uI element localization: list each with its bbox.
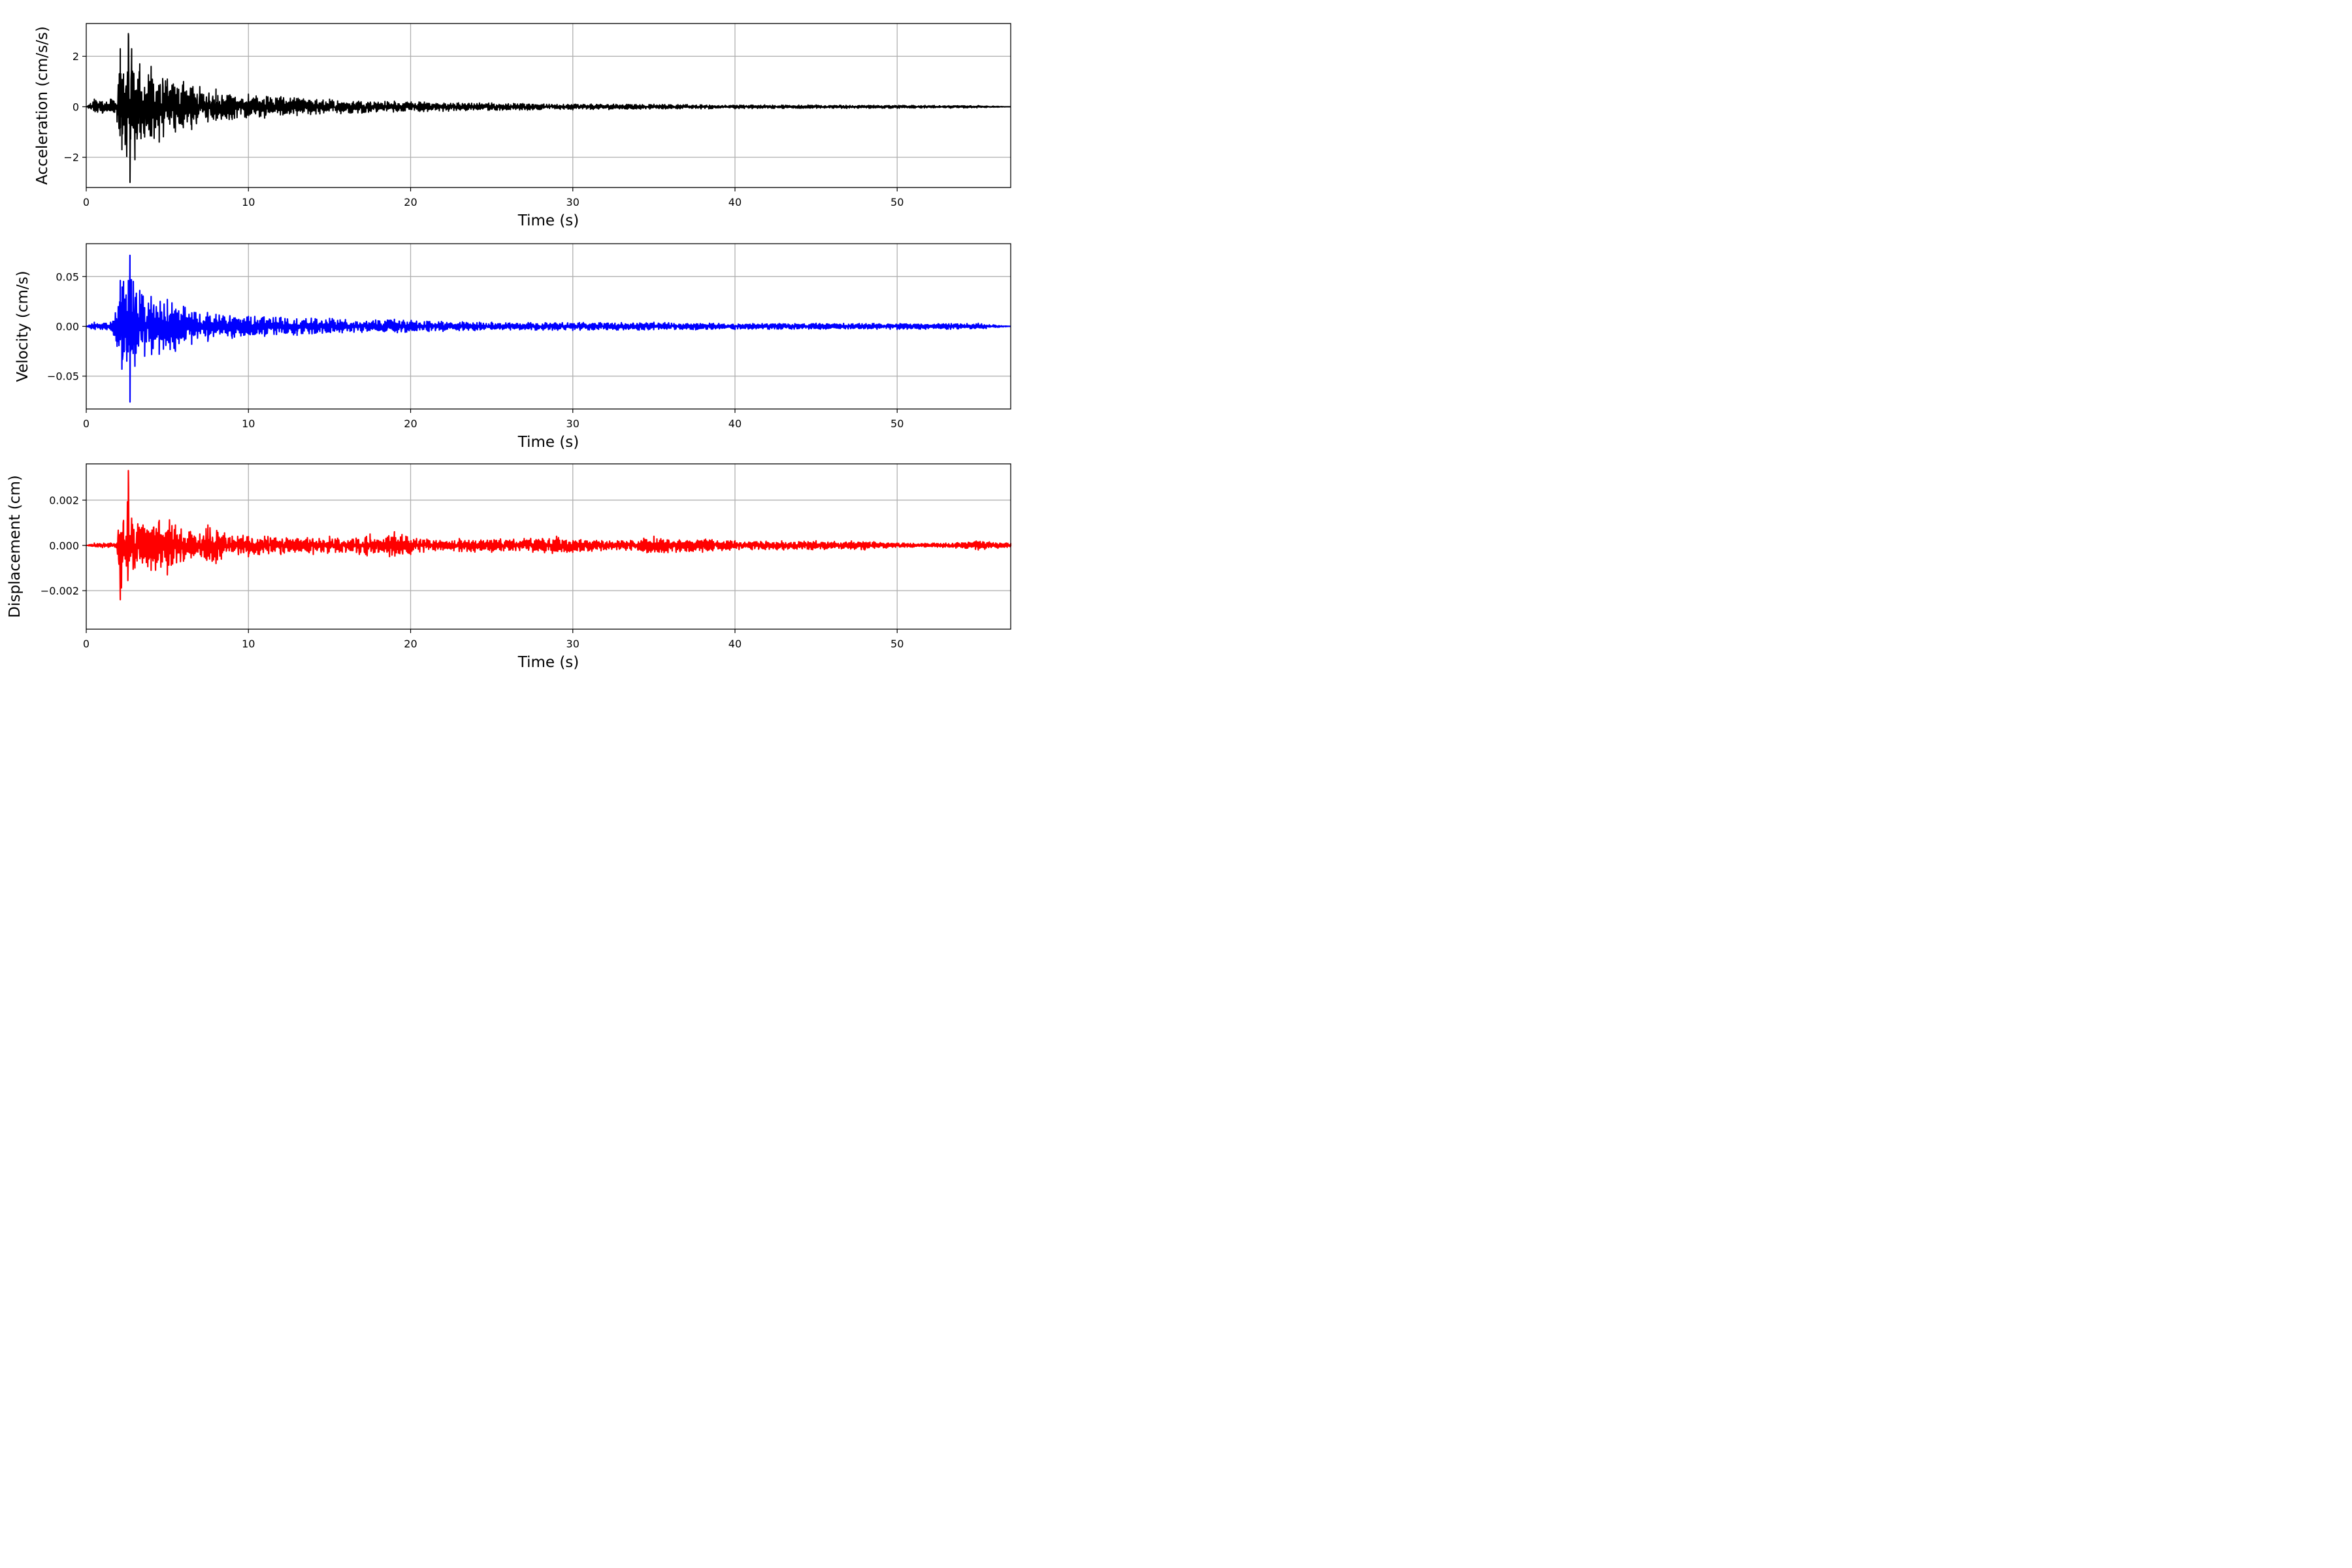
y-tick-label: −0.05 xyxy=(47,370,79,383)
x-tick-label: 50 xyxy=(890,638,904,650)
displacement-series-line xyxy=(86,470,1012,600)
acceleration-series-line xyxy=(86,33,1011,184)
x-axis-label: Time (s) xyxy=(517,434,580,451)
y-axis-label: Velocity (cm/s) xyxy=(14,270,31,382)
x-axis-label: Time (s) xyxy=(517,212,580,229)
x-tick-label: 20 xyxy=(404,417,417,430)
y-axis-label: Acceleration (cm/s/s) xyxy=(34,26,51,185)
y-tick-label: 0.00 xyxy=(56,321,79,333)
x-tick-label: 30 xyxy=(566,417,580,430)
seismogram-figure: 0 10 20 30 40 50 −2 0 2 Time (s) Acceleration (cm/… xyxy=(7,23,1012,671)
x-tick-label: 50 xyxy=(890,417,904,430)
y-axis-label: Displacement (cm) xyxy=(7,475,24,617)
x-tick-label: 50 xyxy=(890,196,904,208)
displacement-axes-frame xyxy=(86,463,1011,630)
displacement-panel: 0 10 20 30 40 50 −0.002 0.000 0.002 Time (s) Displ… xyxy=(7,463,1012,671)
x-tick-label: 0 xyxy=(83,196,90,208)
x-tick-label: 40 xyxy=(728,638,742,650)
x-tick-label: 20 xyxy=(404,196,417,208)
velocity-series-line xyxy=(86,254,1011,403)
y-tick-label: −0.002 xyxy=(41,585,79,597)
y-tick-label: 0 xyxy=(73,101,79,113)
velocity-panel: 0 10 20 30 40 50 −0.05 0.00 0.05 Time (s) Velocity… xyxy=(14,243,1011,451)
x-tick-label: 30 xyxy=(566,196,580,208)
y-tick-label: −2 xyxy=(63,152,79,164)
x-axis-label: Time (s) xyxy=(517,654,580,671)
x-tick-label: 10 xyxy=(242,196,255,208)
x-tick-label: 20 xyxy=(404,638,417,650)
y-tick-label: 0.05 xyxy=(56,270,79,283)
acceleration-panel: 0 10 20 30 40 50 −2 0 2 Time (s) Acceleration (cm/… xyxy=(34,23,1011,229)
x-tick-label: 10 xyxy=(242,417,255,430)
y-tick-label: 2 xyxy=(73,50,79,63)
x-tick-label: 30 xyxy=(566,638,580,650)
y-tick-label: 0.002 xyxy=(49,494,79,506)
x-tick-label: 40 xyxy=(728,196,742,208)
x-tick-label: 10 xyxy=(242,638,255,650)
x-tick-label: 0 xyxy=(83,417,90,430)
x-tick-label: 40 xyxy=(728,417,742,430)
x-tick-label: 0 xyxy=(83,638,90,650)
y-tick-label: 0.000 xyxy=(49,540,79,552)
acceleration-axes-frame xyxy=(86,23,1011,188)
